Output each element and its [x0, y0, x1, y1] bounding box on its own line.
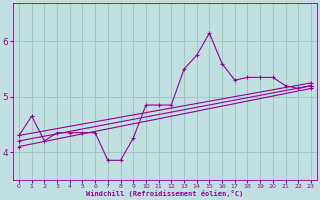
X-axis label: Windchill (Refroidissement éolien,°C): Windchill (Refroidissement éolien,°C) [86, 190, 244, 197]
